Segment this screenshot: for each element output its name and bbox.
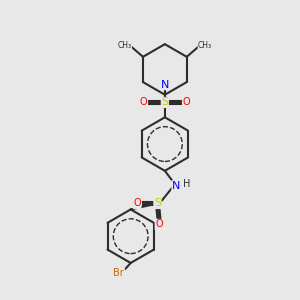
Text: O: O (183, 98, 190, 107)
Text: S: S (154, 199, 161, 208)
Text: O: O (140, 98, 147, 107)
Text: O: O (155, 219, 163, 229)
Text: N: N (161, 80, 169, 90)
Text: O: O (134, 199, 141, 208)
Text: S: S (161, 98, 168, 107)
Text: Br: Br (113, 268, 124, 278)
Text: N: N (172, 181, 180, 191)
Text: CH₃: CH₃ (118, 40, 132, 50)
Text: CH₃: CH₃ (198, 40, 212, 50)
Text: H: H (184, 179, 191, 189)
